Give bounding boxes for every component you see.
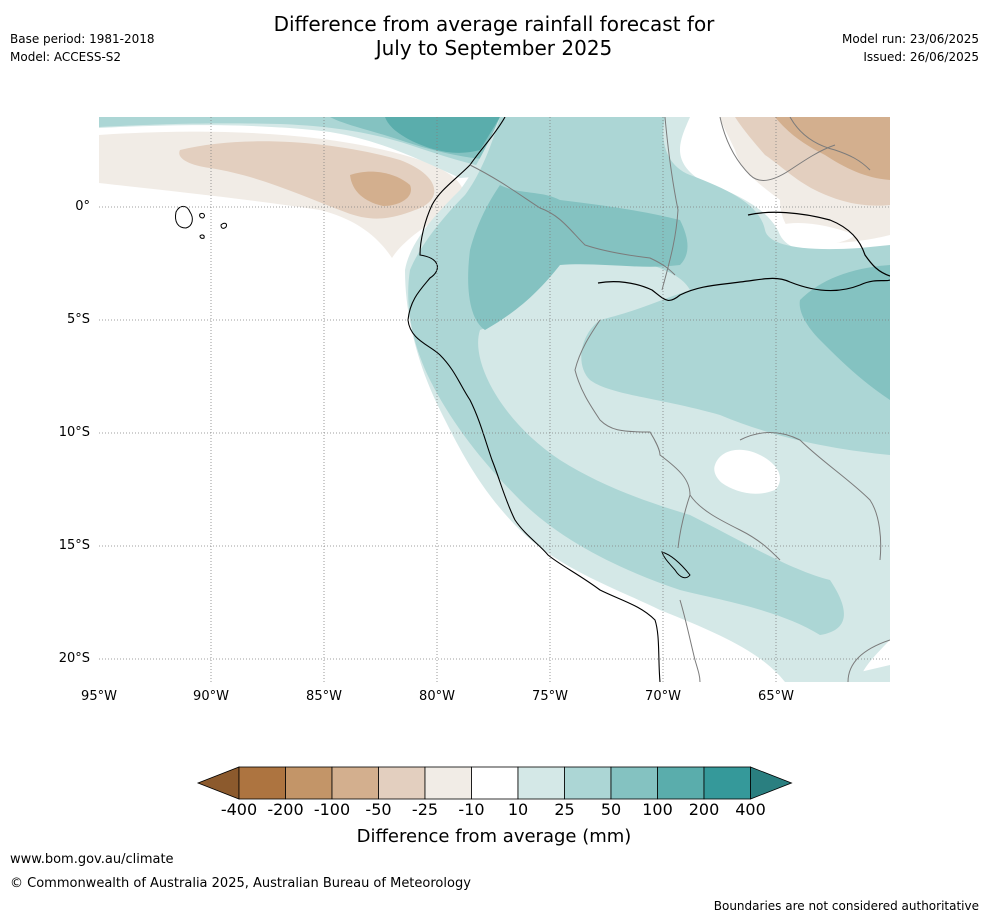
colorbar-tick-label: 10 xyxy=(507,800,529,819)
colorbar-extend-low xyxy=(196,766,240,800)
colorbar-tick-label: 25 xyxy=(554,800,575,819)
colorbar-cell xyxy=(564,766,612,800)
amazon-river xyxy=(597,277,890,302)
lat-label-0: 0° xyxy=(75,199,90,214)
lon-label-95w: 95°W xyxy=(81,689,117,704)
base-period-label: Base period: 1981-2018 xyxy=(10,32,155,46)
colorbar-cell xyxy=(703,766,751,800)
ne-dry-50-100 xyxy=(775,117,890,180)
colorbar-cell xyxy=(610,766,658,800)
colorbar-tick-label: -10 xyxy=(458,800,485,819)
colorbar-cell xyxy=(517,766,565,800)
title-line-1: Difference from average rainfall forecas… xyxy=(273,12,715,36)
colorbar-cell xyxy=(238,766,286,800)
colorbar-extend-high xyxy=(750,766,793,800)
colorbar-cell xyxy=(285,766,333,800)
lon-label-75w: 75°W xyxy=(532,689,568,704)
coastline xyxy=(407,117,661,682)
colorbar-tick-label: 50 xyxy=(600,800,622,819)
dry-core-50-100 xyxy=(350,171,411,206)
lon-label-85w: 85°W xyxy=(306,689,342,704)
galapagos-islands xyxy=(175,205,227,239)
lake-titicaca xyxy=(661,551,691,579)
model-label: Model: ACCESS-S2 xyxy=(10,50,122,64)
footer-url[interactable]: www.bom.gov.au/climate xyxy=(10,852,174,867)
lon-label-70w: 70°W xyxy=(645,689,681,704)
footer-copyright: © Commonwealth of Australia 2025, Austra… xyxy=(10,876,471,891)
near-average-patch xyxy=(714,449,780,494)
graticule xyxy=(99,117,890,682)
issued-label: Issued: 26/06/2025 xyxy=(863,50,979,64)
colorbar xyxy=(196,766,793,800)
lat-label-15s: 15°S xyxy=(58,538,90,553)
model-run-label: Model run: 23/06/2025 xyxy=(841,32,979,46)
colorbar-tick-label: -50 xyxy=(365,800,392,819)
page-title: Difference from average rainfall forecas… xyxy=(0,12,988,60)
colorbar-tick-label: -100 xyxy=(313,800,351,819)
country-borders xyxy=(469,117,890,682)
amazon-mouth xyxy=(747,211,890,277)
lat-label-5s: 5°S xyxy=(66,312,90,327)
colorbar-cell xyxy=(378,766,426,800)
colorbar-tick-label: 200 xyxy=(688,800,720,819)
colorbar-tick-label: 400 xyxy=(735,800,766,819)
wet-region-50-100 xyxy=(468,185,688,330)
colorbar-tick-label: 100 xyxy=(642,800,673,819)
colorbar-tick-label: -200 xyxy=(267,800,304,819)
footer-disclaimer: Boundaries are not considered authoritat… xyxy=(713,899,979,913)
near-average-patch-2 xyxy=(779,223,855,246)
colorbar-tick-label: -400 xyxy=(220,800,258,819)
colorbar-cell xyxy=(331,766,379,800)
se-pocket-10-25 xyxy=(858,665,890,682)
lat-label-20s: 20°S xyxy=(58,651,90,666)
colorbar-cell xyxy=(424,766,472,800)
lon-label-65w: 65°W xyxy=(758,689,794,704)
colorbar-cell xyxy=(657,766,705,800)
colorbar-cell xyxy=(471,766,519,800)
lon-label-90w: 90°W xyxy=(193,689,229,704)
lat-label-10s: 10°S xyxy=(58,425,90,440)
lon-label-80w: 80°W xyxy=(419,689,455,704)
title-line-2: July to September 2025 xyxy=(375,36,613,60)
colorbar-title: Difference from average (mm) xyxy=(356,826,632,847)
colorbar-cells xyxy=(196,766,793,800)
east-wet-50-100 xyxy=(799,265,890,400)
colorbar-tick-label: -25 xyxy=(411,800,439,819)
north-wet-100-200 xyxy=(385,117,500,153)
